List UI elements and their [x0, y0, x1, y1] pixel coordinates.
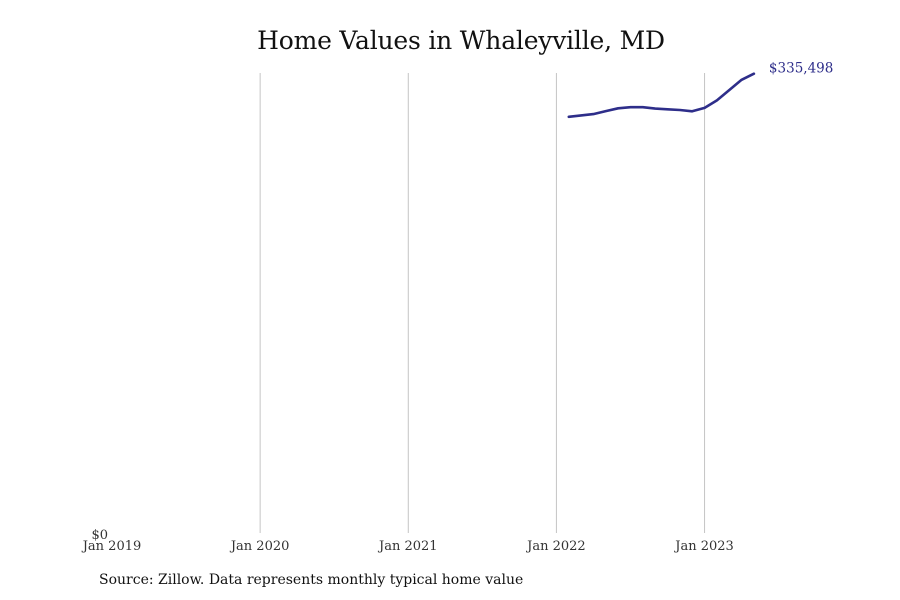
x-tick-label-2023: Jan 2023 [673, 539, 734, 554]
x-tick-label-2019: Jan 2019 [81, 539, 142, 554]
tick-labels: Jan 2019 Jan 2020 Jan 2021 Jan 2022 Jan 2023… [81, 61, 834, 554]
x-tick-label-2021: Jan 2021 [377, 539, 438, 554]
series-layer [567, 72, 756, 119]
end-value-label: $335,498 [769, 61, 833, 77]
x-tick-label-2022: Jan 2022 [525, 539, 586, 554]
chart-title: Home Values in Whaleyville, MD [257, 26, 665, 55]
source-note: Source: Zillow. Data represents monthly … [99, 572, 524, 588]
y-tick-label-0: $0 [91, 528, 108, 543]
x-tick-label-2020: Jan 2020 [229, 539, 290, 554]
grid-lines [259, 73, 706, 533]
series-line-0 [567, 72, 756, 119]
